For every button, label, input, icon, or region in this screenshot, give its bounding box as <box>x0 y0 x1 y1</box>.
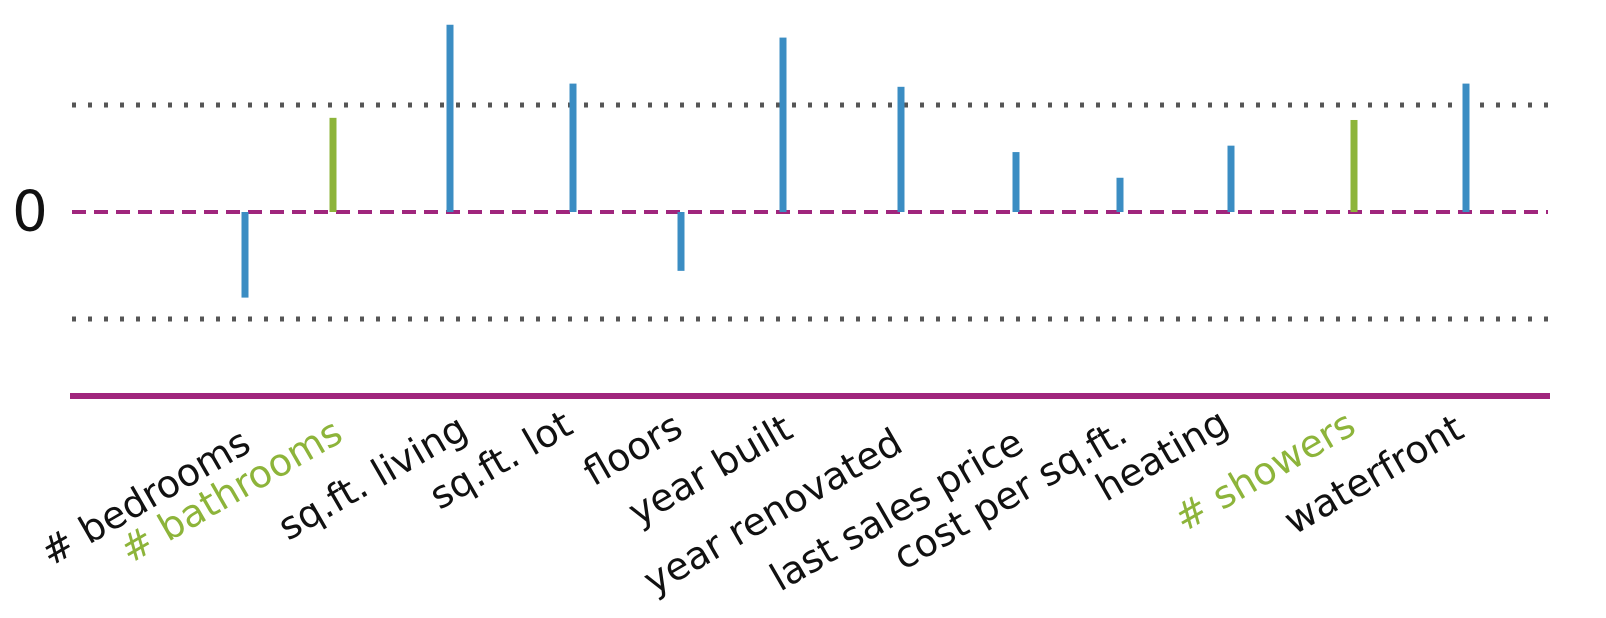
bar <box>677 212 685 271</box>
bar <box>241 212 249 298</box>
y-tick-label-zero: 0 <box>12 180 48 245</box>
bar <box>446 24 454 212</box>
bars <box>241 24 1470 298</box>
bar <box>569 83 577 212</box>
bar <box>1012 152 1020 212</box>
bar <box>779 37 787 213</box>
bar <box>1462 83 1470 212</box>
reference-lines <box>72 102 1548 322</box>
bar <box>1116 177 1124 212</box>
bar <box>329 117 337 212</box>
bar <box>1227 145 1235 212</box>
bar <box>897 86 905 212</box>
bar <box>1350 119 1358 212</box>
